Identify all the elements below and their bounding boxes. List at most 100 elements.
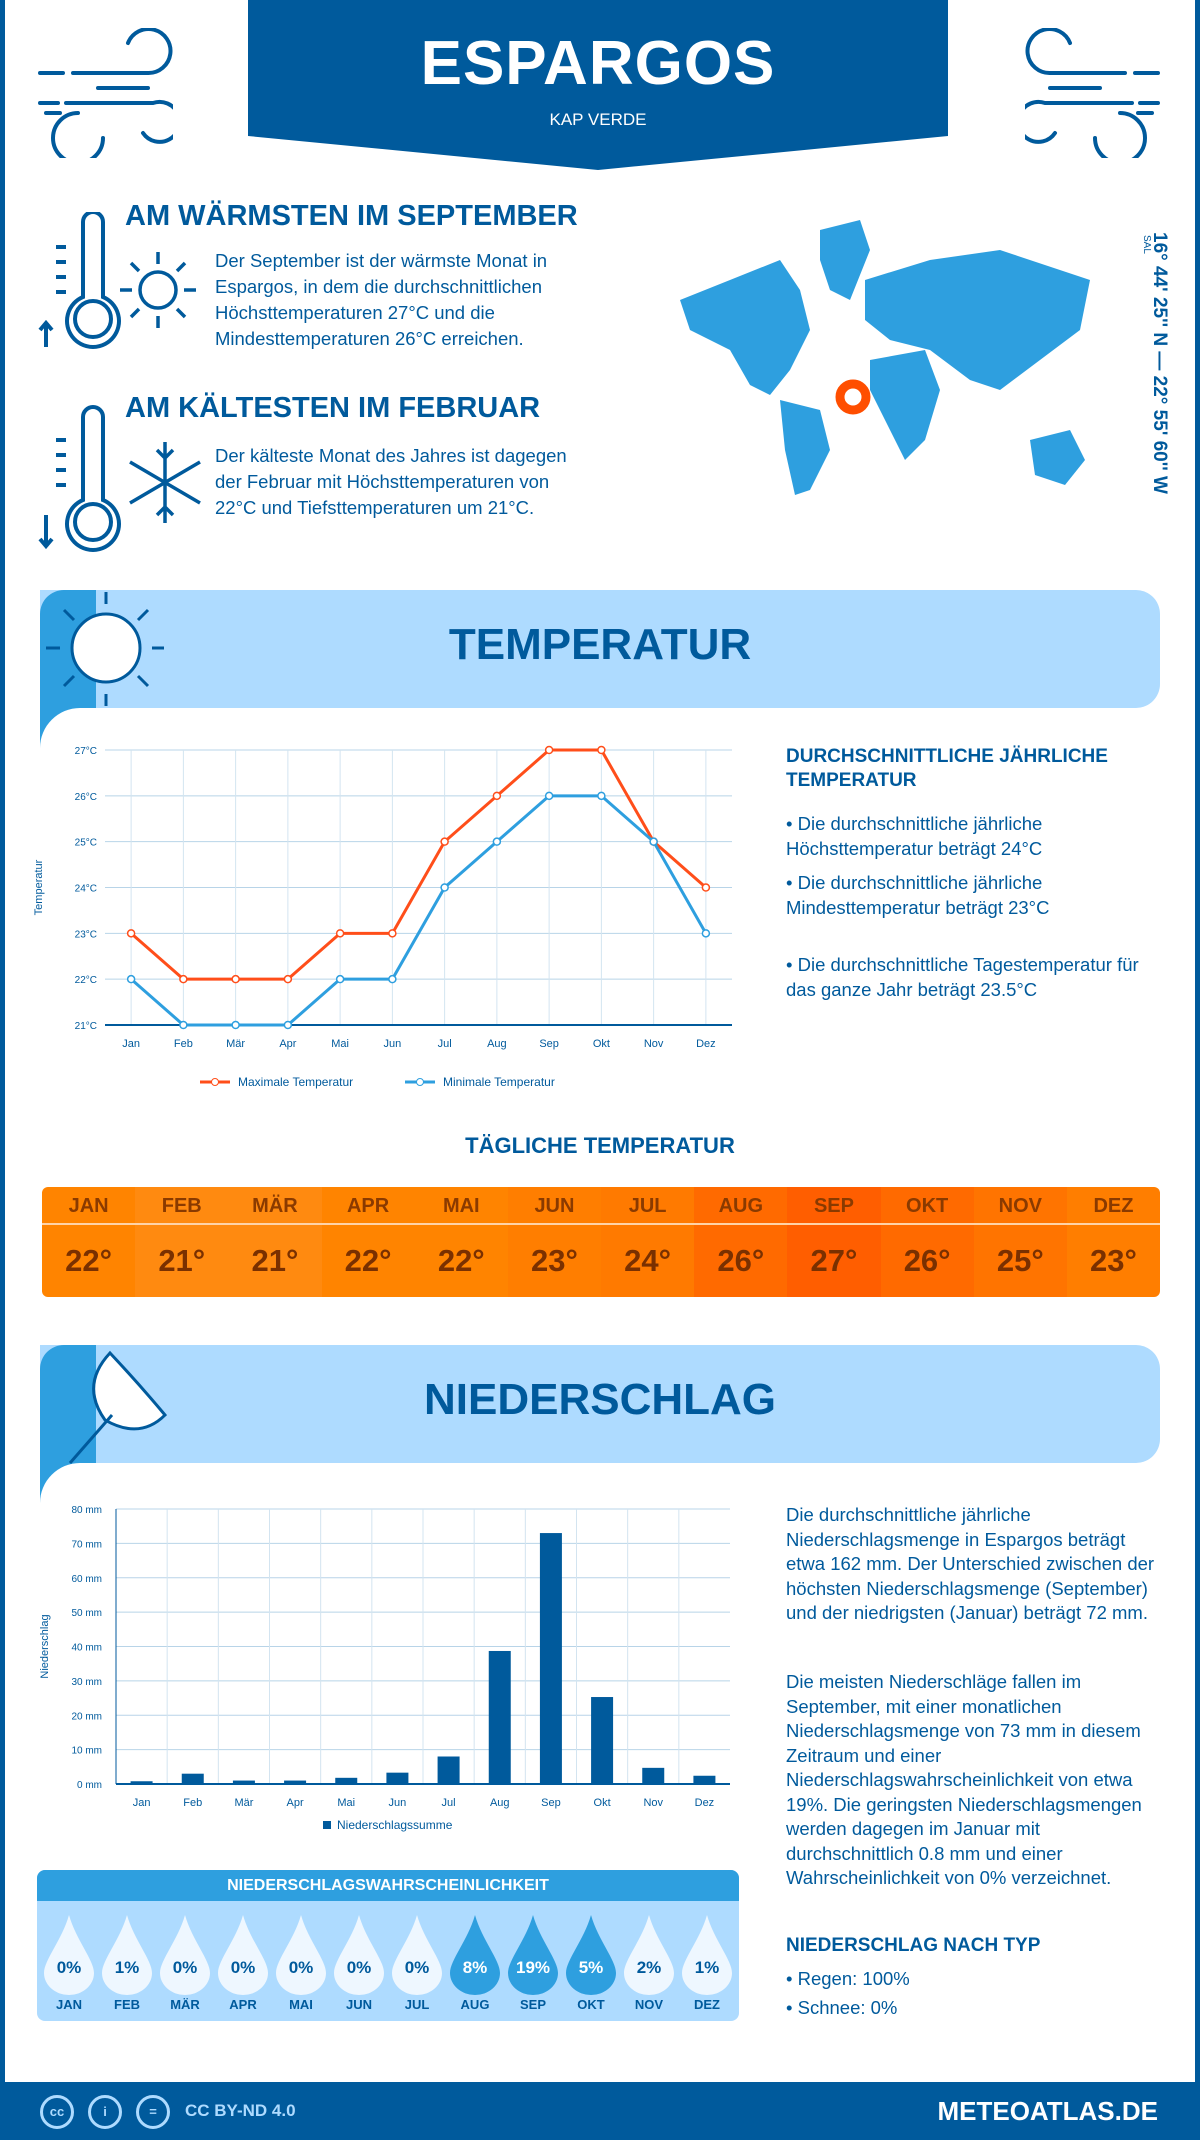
raindrop-icon xyxy=(160,1915,210,1995)
probability-value: 0% xyxy=(56,1958,82,1977)
y-tick-label: 26°C xyxy=(75,792,97,803)
probability-value: 8% xyxy=(462,1958,488,1977)
temp-value: 22° xyxy=(437,1243,485,1278)
license-text[interactable]: CC BY-ND 4.0 xyxy=(185,2101,296,2120)
precip-type-snow: • Schnee: 0% xyxy=(786,1997,898,2018)
x-tick-label: Aug xyxy=(490,1797,510,1809)
month-label: MAI xyxy=(414,1187,508,1225)
y-tick-label: 30 mm xyxy=(71,1677,102,1688)
probability-drop: 0% MÄR xyxy=(156,1901,214,2019)
month-label: AUG xyxy=(694,1187,788,1225)
legend-marker xyxy=(211,1078,219,1086)
probability-drop: 0% JAN xyxy=(40,1901,98,2019)
thermometer-down-icon xyxy=(38,405,121,552)
temp-bullet: • Die durchschnittliche Tagestemperatur … xyxy=(786,954,1139,1000)
raindrop-icon xyxy=(624,1915,674,1995)
bar xyxy=(232,1780,255,1784)
data-point xyxy=(649,837,658,846)
raindrop-icon xyxy=(102,1915,152,1995)
x-tick-label: Nov xyxy=(643,1797,663,1809)
sun-icon xyxy=(46,592,164,706)
legend-swatch xyxy=(323,1821,331,1829)
data-point xyxy=(492,837,502,846)
world-map xyxy=(680,220,1090,495)
month-label: NOV xyxy=(634,1997,664,2012)
y-tick-label: 24°C xyxy=(75,884,97,895)
probability-drop: 8% AUG xyxy=(446,1901,504,2019)
precipitation-title: NIEDERSCHLAG xyxy=(423,1375,777,1424)
probability-drop: 2% NOV xyxy=(620,1901,678,2019)
temp-value: 27° xyxy=(810,1243,858,1278)
temp-value: 25° xyxy=(996,1243,1044,1278)
month-label: OKT xyxy=(880,1187,974,1225)
bar xyxy=(693,1775,716,1784)
x-tick-label: Dez xyxy=(695,1797,715,1809)
month-label: OKT xyxy=(577,1997,605,2012)
temperature-banner: TEMPERATUR xyxy=(40,590,1160,768)
location-marker xyxy=(835,379,871,415)
y-tick-label: 50 mm xyxy=(71,1608,102,1619)
probability-value: 5% xyxy=(578,1958,604,1977)
x-tick-label: Jan xyxy=(133,1797,151,1809)
month-label: MAI xyxy=(289,1997,313,2012)
by-icon: i xyxy=(88,2095,122,2129)
data-point xyxy=(335,974,345,984)
x-tick-label: Dez xyxy=(696,1038,716,1050)
y-tick-label: 25°C xyxy=(75,838,97,849)
x-tick-label: Feb xyxy=(174,1038,193,1050)
month-label: MÄR xyxy=(170,1997,200,2012)
probability-value: 0% xyxy=(346,1958,372,1977)
y-tick-label: 80 mm xyxy=(71,1505,102,1516)
data-point xyxy=(492,791,502,801)
y-tick-label: 22°C xyxy=(75,975,97,986)
coldest-text: Der kälteste Monat des Jahres ist dagege… xyxy=(215,445,567,518)
temp-summary-heading: DURCHSCHNITTLICHE JÄHRLICHE TEMPERATUR xyxy=(786,746,1108,791)
y-tick-label: 21°C xyxy=(75,1021,97,1032)
bar xyxy=(130,1781,153,1784)
month-label: DEZ xyxy=(694,1997,720,2012)
x-tick-label: Jul xyxy=(438,1038,452,1050)
month-label: APR xyxy=(321,1187,415,1225)
data-point xyxy=(597,745,606,755)
region-label: SAL xyxy=(1141,235,1152,254)
legend-label: Niederschlagssumme xyxy=(337,1818,453,1832)
x-tick-label: Mai xyxy=(331,1038,349,1050)
probability-value: 0% xyxy=(230,1958,256,1977)
x-tick-label: Feb xyxy=(183,1797,202,1809)
coordinates: 16° 44' 25'' N — 22° 55' 60'' W xyxy=(1149,232,1170,494)
series-line xyxy=(130,794,708,1027)
site-link[interactable]: METEOATLAS.DE xyxy=(937,2096,1158,2126)
data-point xyxy=(179,1020,188,1030)
x-tick-label: Jul xyxy=(442,1797,456,1809)
data-point xyxy=(701,883,711,892)
raindrop-icon xyxy=(682,1915,732,1995)
bar xyxy=(335,1777,358,1784)
temp-value: 24° xyxy=(624,1243,672,1278)
x-tick-label: Aug xyxy=(487,1038,507,1050)
precipitation-chart: 0 mm 10 mm 20 mm 30 mm 40 mm 50 mm 60 mm 70 mm 8… xyxy=(39,1505,730,1832)
nd-icon: = xyxy=(136,2095,170,2129)
month-label: APR xyxy=(229,1997,257,2012)
month-label: JAN xyxy=(55,1997,82,2012)
precip-type-rain: • Regen: 100% xyxy=(786,1968,910,1989)
x-tick-label: Nov xyxy=(644,1038,664,1050)
cc-icon: cc xyxy=(40,2095,74,2129)
y-axis-label: Niederschlag xyxy=(39,1614,51,1678)
month-label: MÄR xyxy=(228,1187,322,1225)
bar xyxy=(181,1773,204,1784)
data-point xyxy=(126,974,136,984)
month-label: FEB xyxy=(135,1187,229,1225)
bar xyxy=(591,1697,614,1784)
warmest-text: Der September ist der wärmste Monat in E… xyxy=(215,250,548,349)
probability-drop: 0% JUN xyxy=(330,1901,388,2019)
data-point xyxy=(388,929,397,938)
data-point xyxy=(231,974,240,984)
daily-temp-cell: JUN 23° xyxy=(507,1187,602,1297)
temp-value: 22° xyxy=(344,1243,392,1278)
bar xyxy=(642,1767,665,1784)
raindrop-icon xyxy=(44,1915,94,1995)
y-tick-label: 23°C xyxy=(75,929,97,940)
data-point xyxy=(440,883,449,892)
daily-temp-cell: DEZ 23° xyxy=(1066,1187,1160,1297)
legend-marker xyxy=(416,1078,424,1086)
